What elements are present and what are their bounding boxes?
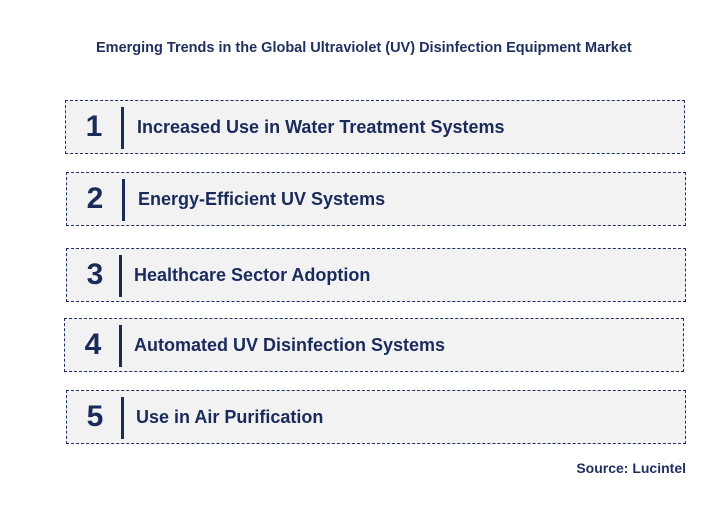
source-credit: Source: Lucintel [576, 460, 686, 476]
divider-bar [122, 179, 125, 221]
trend-number: 1 [85, 110, 103, 143]
trend-item-3: 3 Healthcare Sector Adoption [66, 248, 686, 302]
trend-number: 3 [86, 258, 104, 291]
trend-label: Use in Air Purification [136, 406, 324, 427]
trend-item-2: 2 Energy-Efficient UV Systems [66, 172, 686, 226]
diagram-title: Emerging Trends in the Global Ultraviole… [96, 40, 632, 56]
trend-number: 2 [86, 182, 104, 215]
trend-number: 5 [86, 400, 104, 433]
divider-bar [121, 397, 124, 439]
trend-item-4: 4 Automated UV Disinfection Systems [64, 318, 684, 372]
trend-item-1: 1 Increased Use in Water Treatment Syste… [65, 100, 685, 154]
trend-label: Energy-Efficient UV Systems [138, 188, 386, 209]
trend-label: Automated UV Disinfection Systems [134, 334, 446, 355]
divider-bar [119, 325, 122, 367]
trend-label: Increased Use in Water Treatment Systems [137, 116, 505, 137]
trend-item-5: 5 Use in Air Purification [66, 390, 686, 444]
trend-label: Healthcare Sector Adoption [134, 264, 371, 285]
divider-bar [119, 255, 122, 297]
divider-bar [121, 107, 124, 149]
trend-number: 4 [84, 328, 102, 361]
